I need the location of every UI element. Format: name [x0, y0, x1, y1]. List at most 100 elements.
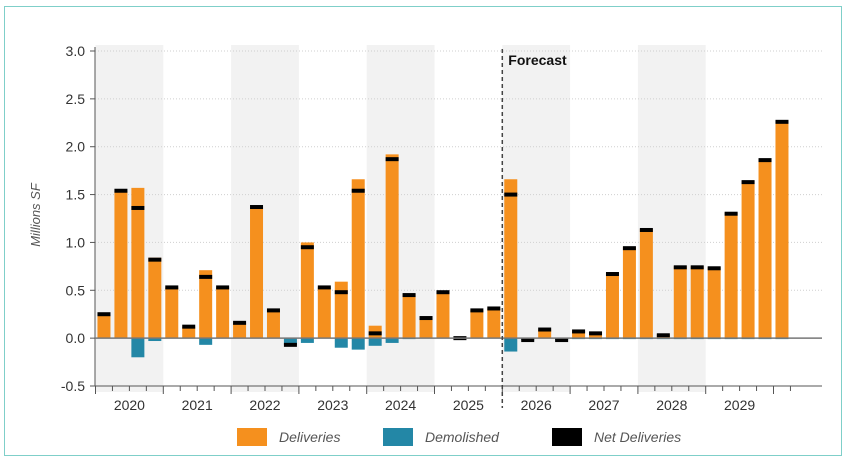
y-axis-label: Millions SF	[28, 182, 43, 247]
deliveries-bar	[97, 314, 111, 339]
y-tick-label: 0.5	[66, 282, 86, 298]
y-tick-label: 1.5	[66, 187, 86, 203]
legend-label-demolished: Demolished	[425, 429, 499, 445]
net-deliveries-marker	[605, 272, 619, 277]
legend-swatch-net-deliveries	[552, 428, 582, 446]
demolished-bar	[199, 338, 213, 345]
deliveries-bar	[758, 159, 772, 339]
legend-swatch-deliveries	[237, 428, 267, 446]
deliveries-bar	[622, 247, 636, 339]
net-deliveries-marker	[572, 329, 586, 334]
chart-frame	[4, 6, 842, 456]
y-tick-label: 2.0	[66, 139, 86, 155]
bars	[95, 119, 822, 358]
deliveries-bar	[266, 310, 280, 339]
deliveries-bar	[131, 187, 145, 339]
legend: Deliveries Demolished Net Deliveries	[0, 428, 848, 452]
demolished-bar	[148, 338, 162, 342]
deliveries-bar	[233, 322, 247, 339]
x-tick-label: 2028	[656, 397, 687, 413]
net-deliveries-marker	[589, 331, 603, 336]
net-deliveries-marker	[707, 266, 721, 271]
deliveries-bar	[538, 329, 552, 339]
net-deliveries-marker	[419, 316, 433, 321]
legend-swatch-demolished	[383, 428, 413, 446]
y-tick-label: -0.5	[61, 378, 85, 394]
deliveries-bar	[148, 257, 162, 339]
deliveries-bar	[639, 229, 653, 339]
net-deliveries-marker	[724, 211, 738, 216]
net-deliveries-marker	[690, 265, 704, 270]
deliveries-bar	[317, 287, 331, 339]
net-deliveries-marker	[216, 285, 230, 290]
y-tick-label: 3.0	[66, 43, 86, 59]
x-tick-label: 2024	[385, 397, 416, 413]
net-deliveries-marker	[487, 306, 501, 311]
y-tick-label: 2.5	[66, 91, 86, 107]
year-bands	[95, 45, 706, 392]
net-deliveries-marker	[233, 320, 247, 325]
deliveries-bar	[300, 242, 314, 339]
net-deliveries-marker	[97, 312, 111, 317]
legend-item-deliveries: Deliveries	[237, 428, 340, 446]
deliveries-bar	[724, 212, 738, 339]
net-deliveries-marker	[317, 285, 331, 290]
deliveries-bar	[690, 266, 704, 339]
net-deliveries-marker	[283, 342, 297, 347]
deliveries-bar	[385, 154, 399, 339]
year-band	[637, 45, 706, 392]
net-deliveries-marker	[622, 246, 636, 251]
demolished-bar	[334, 338, 348, 348]
net-deliveries-marker	[538, 327, 552, 332]
deliveries-bar	[114, 190, 128, 339]
net-deliveries-marker	[741, 180, 755, 185]
net-deliveries-marker	[385, 157, 399, 162]
x-tick-label: 2026	[521, 397, 552, 413]
net-deliveries-marker	[504, 192, 518, 197]
demolished-bar	[131, 338, 145, 358]
net-deliveries-marker	[368, 331, 382, 336]
net-deliveries-marker	[351, 188, 365, 193]
demolished-bar	[351, 338, 365, 350]
legend-label-net-deliveries: Net Deliveries	[594, 429, 682, 445]
deliveries-bar	[334, 281, 348, 339]
legend-label-deliveries: Deliveries	[279, 429, 341, 445]
deliveries-bar	[673, 266, 687, 339]
deliveries-bar	[436, 292, 450, 339]
y-tick-label: 0.0	[66, 330, 86, 346]
deliveries-bar	[351, 179, 365, 339]
y-tick-label: 1.0	[66, 234, 86, 250]
x-axis: 2020 2021 2022 2023 2024 2025 2026 2027 2028 2029	[95, 385, 822, 413]
deliveries-bar	[707, 267, 721, 339]
deliveries-bar	[216, 287, 230, 339]
x-tick-label: 2020	[114, 397, 145, 413]
demolished-bar	[368, 338, 382, 346]
deliveries-bar	[605, 273, 619, 339]
x-tick-label: 2027	[588, 397, 619, 413]
x-tick-label: 2022	[249, 397, 280, 413]
deliveries-bar	[741, 181, 755, 339]
net-deliveries-marker	[199, 274, 213, 279]
y-axis-ticks: 3.0 2.5 2.0 1.5 1.0 0.5 0.0 -0.5	[61, 43, 96, 394]
demolished-bar	[504, 338, 518, 352]
deliveries-bar	[572, 330, 586, 339]
net-deliveries-marker	[436, 290, 450, 295]
net-deliveries-marker	[165, 285, 179, 290]
deliveries-bar	[402, 294, 416, 339]
net-deliveries-marker	[758, 158, 772, 163]
x-tick-label: 2023	[317, 397, 348, 413]
legend-item-net-deliveries: Net Deliveries	[552, 428, 681, 446]
deliveries-bar	[199, 270, 213, 339]
deliveries-bar	[487, 308, 501, 339]
deliveries-bar	[250, 207, 264, 339]
net-deliveries-marker	[656, 333, 670, 338]
net-deliveries-marker	[470, 308, 484, 313]
net-deliveries-marker	[334, 290, 348, 295]
net-deliveries-marker	[266, 308, 280, 313]
net-deliveries-marker	[555, 338, 569, 343]
net-deliveries-marker	[300, 245, 314, 250]
net-deliveries-marker	[114, 188, 128, 193]
deliveries-bar	[504, 179, 518, 339]
x-tick-label: 2029	[724, 397, 755, 413]
